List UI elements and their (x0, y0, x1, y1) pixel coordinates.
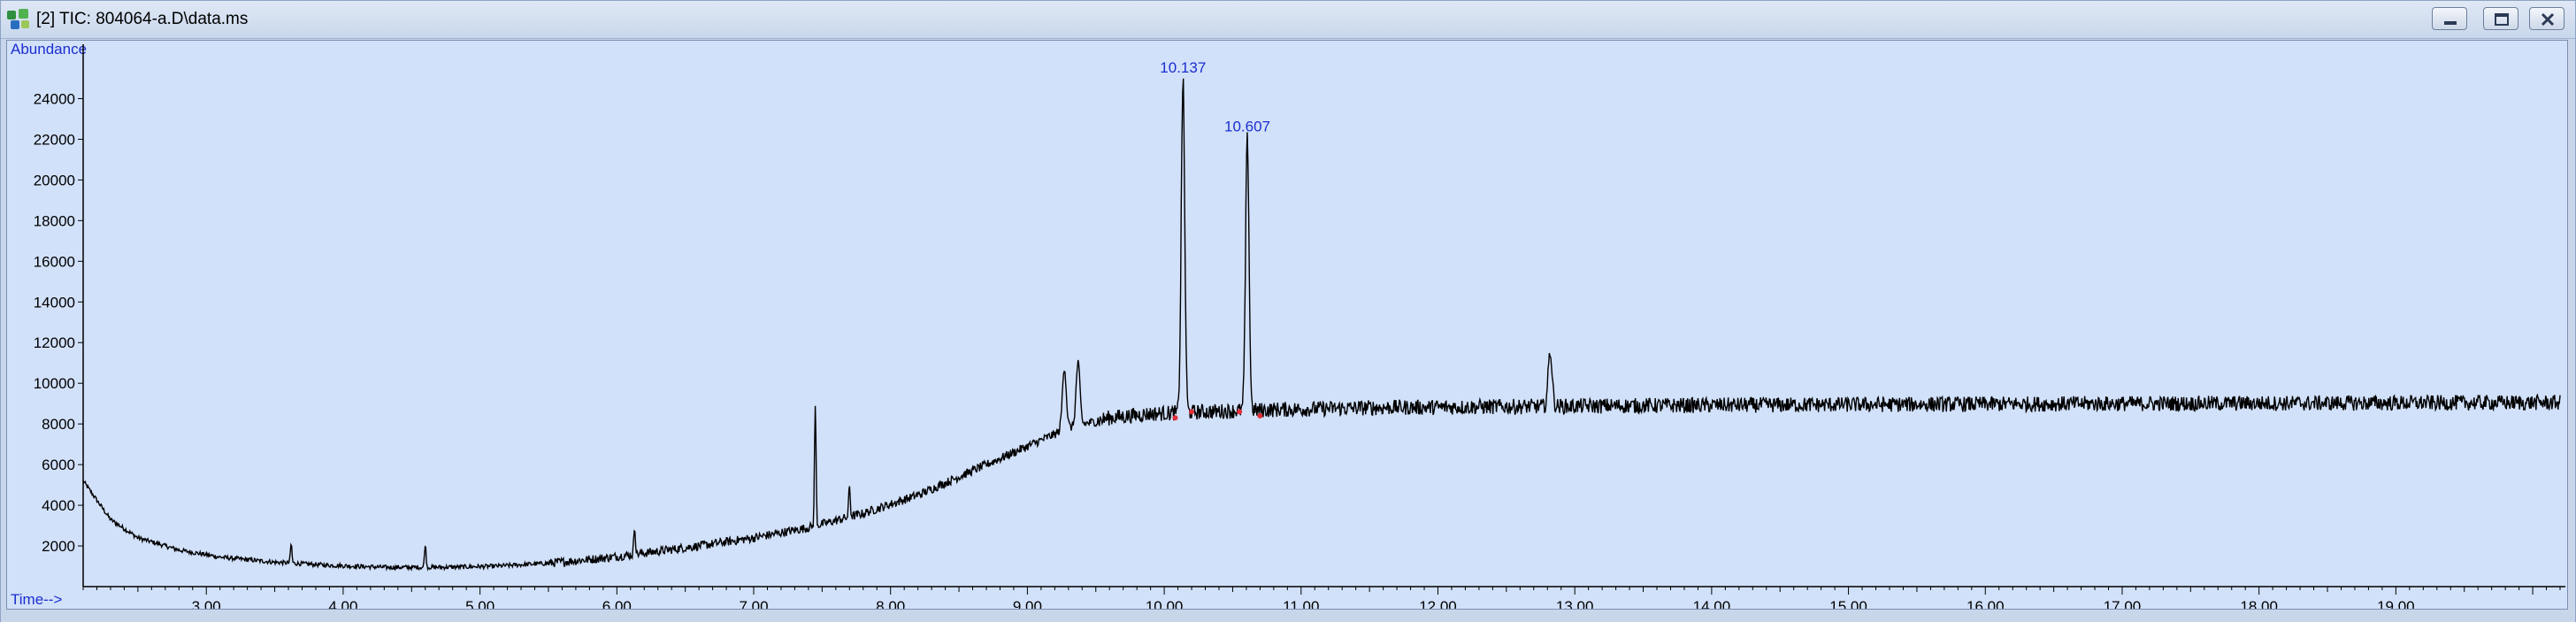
x-tick-label: 4.00 (328, 598, 357, 609)
peak-label: 10.607 (1224, 118, 1270, 134)
y-tick-label: 2000 (42, 538, 75, 555)
x-tick-label: 3.00 (192, 598, 221, 609)
y-tick-label: 10000 (34, 375, 75, 392)
minimize-icon (2444, 21, 2457, 25)
y-axis-label: Abundance (11, 41, 87, 58)
window-title: [2] TIC: 804064-a.D\data.ms (36, 10, 249, 28)
y-tick-label: 6000 (42, 457, 75, 473)
x-tick-label: 16.00 (1966, 598, 2005, 609)
y-tick-label: 18000 (34, 212, 75, 229)
x-tick-label: 5.00 (465, 598, 494, 609)
y-tick-label: 22000 (34, 131, 75, 148)
x-tick-label: 10.00 (1146, 598, 1184, 609)
x-tick-label: 15.00 (1829, 598, 1867, 609)
x-tick-label: 7.00 (739, 598, 768, 609)
restore-button[interactable] (2483, 7, 2518, 30)
x-tick-label: 14.00 (1693, 598, 1731, 609)
y-tick-label: 14000 (34, 294, 75, 311)
y-tick-label: 20000 (34, 172, 75, 188)
integration-marker (1189, 409, 1195, 415)
y-tick-label: 16000 (34, 253, 75, 270)
x-tick-label: 9.00 (1013, 598, 1042, 609)
x-tick-label: 11.00 (1283, 598, 1319, 609)
minimize-button[interactable] (2432, 7, 2467, 30)
integration-marker (1237, 409, 1243, 415)
x-tick-label: 12.00 (1419, 598, 1457, 609)
x-tick-label: 8.00 (876, 598, 905, 609)
x-tick-label: 18.00 (2240, 598, 2278, 609)
chromatogram-app-icon (7, 9, 29, 29)
x-tick-label: 17.00 (2104, 598, 2142, 609)
title-bar[interactable]: [2] TIC: 804064-a.D\data.ms (1, 1, 2575, 39)
tic-trace (82, 78, 2561, 572)
x-tick-label: 13.00 (1556, 598, 1594, 609)
y-tick-label: 24000 (34, 90, 75, 107)
integration-marker (1172, 415, 1178, 421)
y-tick-label: 4000 (42, 497, 75, 514)
chromatogram-plot-area[interactable]: Abundance Time--> 2000 4000 6000 8000 10000 1… (6, 40, 2568, 610)
x-tick-label: 19.00 (2377, 598, 2415, 609)
x-tick-label: 6.00 (602, 598, 632, 609)
close-button[interactable] (2529, 7, 2564, 30)
tic-chart: Abundance Time--> 2000 4000 6000 8000 10000 1… (11, 41, 2565, 609)
close-icon (2541, 12, 2555, 27)
peak-label: 10.137 (1160, 59, 1206, 76)
restore-icon (2495, 13, 2509, 26)
window-bottom-border (1, 611, 2575, 622)
x-axis-label: Time--> (11, 591, 62, 608)
integration-marker (1257, 412, 1263, 419)
y-tick-label: 12000 (34, 334, 75, 351)
y-tick-label: 8000 (42, 416, 75, 433)
